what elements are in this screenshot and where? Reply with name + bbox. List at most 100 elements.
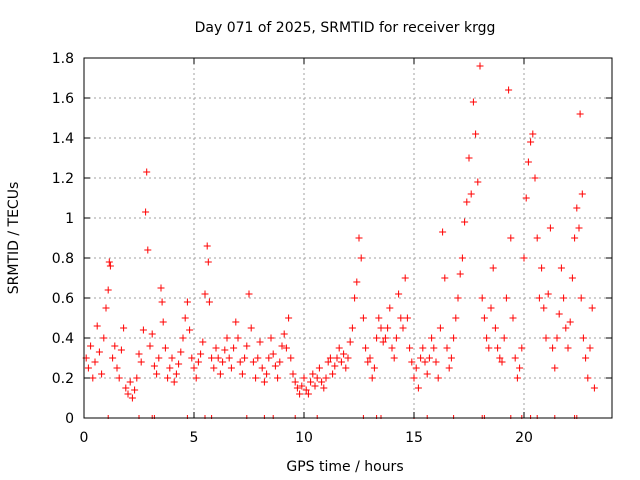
y-tick-label: 1.2 (52, 171, 74, 187)
data-point (342, 364, 350, 372)
data-point (115, 374, 123, 382)
y-tick-label: 0.2 (52, 371, 74, 387)
data-point (538, 264, 546, 272)
data-point (476, 62, 484, 70)
data-point (289, 370, 297, 378)
data-point (487, 304, 495, 312)
data-point (204, 258, 212, 266)
data-point (104, 286, 112, 294)
axis-ticks (83, 57, 612, 419)
data-point (223, 334, 231, 342)
data-point (573, 204, 581, 212)
data-point (434, 374, 442, 382)
data-point (390, 354, 398, 362)
data-point (93, 322, 101, 330)
data-point (179, 334, 187, 342)
data-point (263, 370, 271, 378)
data-point (89, 374, 97, 382)
x-tick-label: 15 (405, 430, 423, 446)
data-point (124, 390, 132, 398)
data-point (364, 358, 372, 366)
data-point (494, 344, 502, 352)
data-point (588, 304, 596, 312)
data-point (258, 364, 266, 372)
data-point (153, 370, 161, 378)
data-point (219, 358, 227, 366)
y-tick-label: 0.8 (52, 251, 74, 267)
data-point (241, 354, 249, 362)
data-point (302, 386, 310, 394)
data-point (562, 324, 570, 332)
data-point (318, 378, 326, 386)
data-point (472, 130, 480, 138)
y-tick-label: 1 (65, 211, 74, 227)
data-point (419, 344, 427, 352)
data-point (177, 348, 185, 356)
data-point (168, 354, 176, 362)
y-tick-label: 0.4 (52, 331, 74, 347)
data-point (351, 294, 359, 302)
x-tick-label: 5 (190, 430, 199, 446)
x-tick-label: 10 (295, 430, 313, 446)
plot-frame (83, 57, 613, 419)
data-point (252, 374, 260, 382)
data-point (489, 264, 497, 272)
data-point (388, 344, 396, 352)
data-point (172, 370, 180, 378)
data-point (205, 298, 213, 306)
data-point (150, 362, 158, 370)
data-point (247, 324, 255, 332)
data-point (576, 110, 584, 118)
data-point (579, 334, 587, 342)
data-point (568, 274, 576, 282)
data-point (269, 350, 277, 358)
data-point (430, 344, 438, 352)
data-point (410, 374, 418, 382)
data-point (232, 318, 240, 326)
data-point (105, 258, 113, 266)
data-point (392, 334, 400, 342)
data-point (469, 98, 477, 106)
data-point (267, 334, 275, 342)
data-point (333, 354, 341, 362)
data-point (183, 298, 191, 306)
data-point (502, 294, 510, 302)
data-point (381, 334, 389, 342)
data-point (428, 334, 436, 342)
data-point (447, 354, 455, 362)
data-point (496, 354, 504, 362)
data-point (395, 290, 403, 298)
data-point (507, 234, 515, 242)
data-point (139, 326, 147, 334)
data-point (456, 270, 464, 278)
data-point (540, 304, 548, 312)
data-point (370, 364, 378, 372)
x-tick-label: 0 (80, 430, 89, 446)
data-point (144, 246, 152, 254)
data-point (353, 278, 361, 286)
data-point (555, 310, 563, 318)
data-point (260, 378, 268, 386)
data-point (203, 242, 211, 250)
data-point (544, 290, 552, 298)
data-point (142, 208, 150, 216)
data-point (91, 358, 99, 366)
data-point (201, 290, 209, 298)
data-point (146, 342, 154, 350)
data-point (212, 344, 220, 352)
data-point (148, 330, 156, 338)
data-point (425, 354, 433, 362)
data-point (445, 364, 453, 372)
data-point (309, 370, 317, 378)
data-point (287, 354, 295, 362)
data-point (458, 254, 466, 262)
data-point (582, 354, 590, 362)
data-point (331, 362, 339, 370)
data-point (474, 178, 482, 186)
data-point (348, 324, 356, 332)
data-point (225, 354, 233, 362)
data-point (293, 384, 301, 392)
data-point (276, 358, 284, 366)
data-point (590, 384, 598, 392)
data-point (329, 370, 337, 378)
